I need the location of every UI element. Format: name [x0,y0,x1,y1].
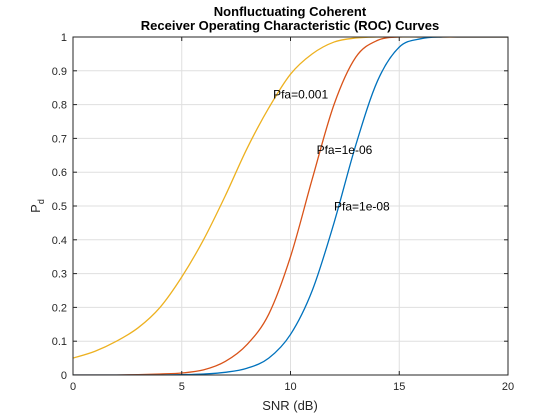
y-tick-label: 0.8 [52,100,67,112]
x-tick-label: 10 [284,381,296,393]
series-annotation-1: Pfa=0.001 [273,87,328,101]
annotations: Pfa=0.001 Pfa=1e-06 Pfa=1e-08 [273,87,390,213]
y-tick-label: 1 [61,32,67,44]
chart-title-line-1: Nonfluctuating Coherent [214,4,367,19]
y-axis-label-subscript: d [36,199,46,204]
y-tick-label: 0.6 [52,167,67,179]
x-tick-label: 5 [179,381,185,393]
x-tick-label: 20 [502,381,514,393]
y-tick-label: 0.5 [52,201,67,213]
series-annotation-2: Pfa=1e-06 [317,143,373,157]
y-tick-label: 0.2 [52,302,67,314]
series-line-1 [73,37,508,359]
series-annotation-3: Pfa=1e-08 [334,200,390,214]
y-tick-label: 0.4 [52,235,67,247]
y-tick-label: 0.3 [52,269,67,281]
y-tick-label: 0 [61,370,67,382]
y-tick-label: 0.7 [52,133,67,145]
chart-title-line-2: Receiver Operating Characteristic (ROC) … [141,18,439,33]
x-tick-label: 0 [70,381,76,393]
y-tick-label: 0.9 [52,66,67,78]
y-axis-label: Pd [28,199,46,213]
tick-labels: 0 5 10 15 20 0 0.1 0.2 0.3 0.4 0.5 0.6 0.7 0.8 0.9 1 [52,32,514,393]
x-tick-label: 15 [393,381,405,393]
axes [72,36,509,376]
y-axis-label-main: P [28,204,43,213]
y-tick-label: 0.1 [52,336,67,348]
x-axis-label: SNR (dB) [262,398,318,413]
